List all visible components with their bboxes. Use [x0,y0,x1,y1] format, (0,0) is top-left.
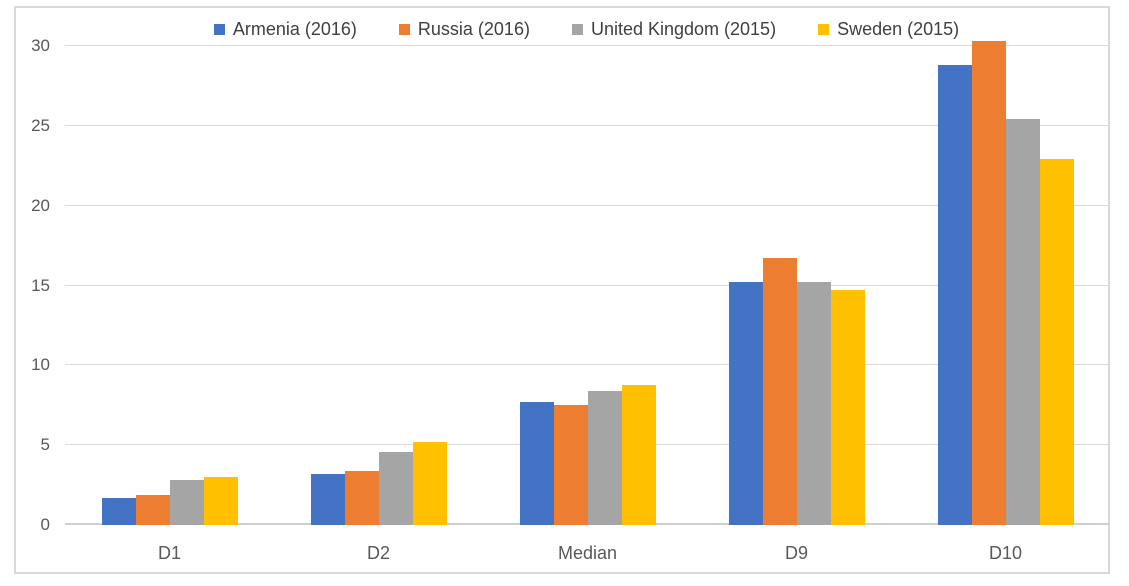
bar-russia [553,405,588,525]
bar-group-d2 [274,46,483,525]
x-tick-label: D1 [157,543,181,563]
bar-group-d9 [692,46,901,525]
bar-russia [762,258,797,525]
gridline [65,45,1110,46]
legend-item: United Kingdom (2015) [571,18,777,40]
legend-item: Armenia (2016) [213,18,357,40]
x-tick-label: D9 [784,543,808,563]
bar-united [796,282,831,525]
bar-united [587,390,622,525]
legend-item: Sweden (2015) [818,19,959,40]
chart-legend: Armenia (2016) Russia (2016) United Kingdo… [65,16,1108,42]
x-tick-label: Median [557,543,618,563]
bar-sweden [203,477,238,525]
chart-frame: Armenia (2016) Russia (2016) United Kingdo… [14,6,1110,574]
gridline [65,284,1110,286]
x-axis: D1 D2 Median D9 D10 [65,535,1110,565]
legend-marker-icon [571,23,583,35]
legend-label: Armenia (2016) [232,18,357,39]
bar-united [169,480,204,525]
gridline [65,364,1110,366]
bar-armenia [101,497,136,525]
y-tick-label: 10 [31,355,50,375]
y-tick-label: 20 [31,195,50,215]
bar-russia [344,470,379,525]
x-tick-label: D10 [988,543,1023,563]
y-tick-label: 0 [40,515,50,534]
y-tick-label: 15 [31,275,50,295]
bar-armenia [937,65,972,525]
legend-label: United Kingdom (2015) [590,18,777,39]
legend-label: Sweden (2015) [837,18,960,39]
legend-marker-icon [213,23,225,35]
y-axis: 0 5 10 15 20 25 30 [16,36,54,534]
bar-group-d1 [65,46,274,525]
bar-united [1005,119,1040,525]
x-tick-label: D2 [366,543,390,563]
bar-russia [135,494,170,525]
bar-sweden [621,384,656,525]
plot-area [65,41,1110,525]
bar-group-d10 [901,41,1110,525]
legend-marker-icon [818,23,830,35]
y-tick-label: 25 [31,115,50,135]
bar-sweden [412,441,447,525]
legend-item: Russia (2016) [398,18,530,40]
gridline [65,204,1110,206]
bar-russia [971,41,1006,525]
bar-sweden [1039,159,1074,525]
bar-armenia [519,402,554,525]
legend-label: Russia (2016) [417,18,530,39]
bar-group-median [483,46,692,525]
bar-armenia [728,282,763,525]
gridline [65,124,1110,126]
bar-sweden [830,290,865,525]
y-tick-label: 5 [40,435,50,455]
bar-armenia [310,473,345,525]
legend-marker-icon [398,23,410,35]
bar-united [378,451,413,525]
y-tick-label: 30 [31,36,50,55]
